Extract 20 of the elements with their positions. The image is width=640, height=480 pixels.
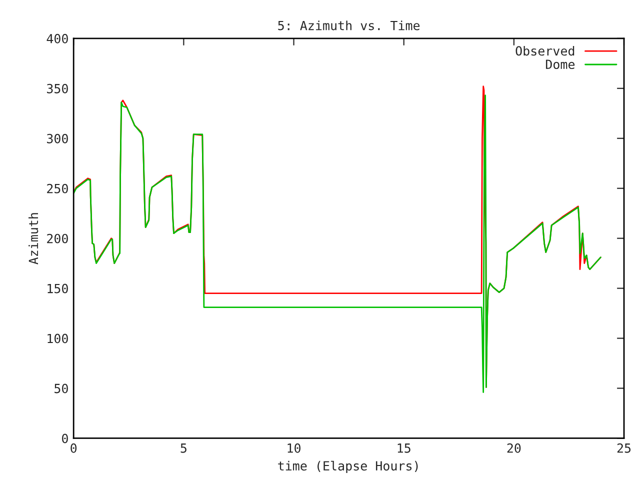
y-axis-title: Azimuth [28,213,38,264]
y-tick-label: 350 [47,84,68,94]
legend-label: Dome [546,60,575,70]
x-tick-label: 0 [70,443,77,453]
y-tick-label: 100 [48,334,68,344]
y-tick-label: 0 [62,434,68,444]
legend-label: Observed [516,46,574,56]
x-axis-title: time (Elapse Hours) [278,460,418,473]
x-tick-label: 10 [288,443,300,453]
y-tick-label: 250 [47,184,68,194]
x-tick-label: 5 [180,444,186,453]
x-tick-label: 15 [398,444,410,453]
y-tick-label: 200 [47,234,68,244]
y-tick-label: 400 [46,34,68,44]
y-tick-label: 50 [54,384,68,394]
y-tick-label: 300 [47,134,68,144]
y-tick-label: 150 [48,284,68,294]
x-tick-label: 25 [617,443,631,453]
x-tick-label: 20 [507,443,521,453]
chart-title: 5: Azimuth vs. Time [278,20,420,30]
